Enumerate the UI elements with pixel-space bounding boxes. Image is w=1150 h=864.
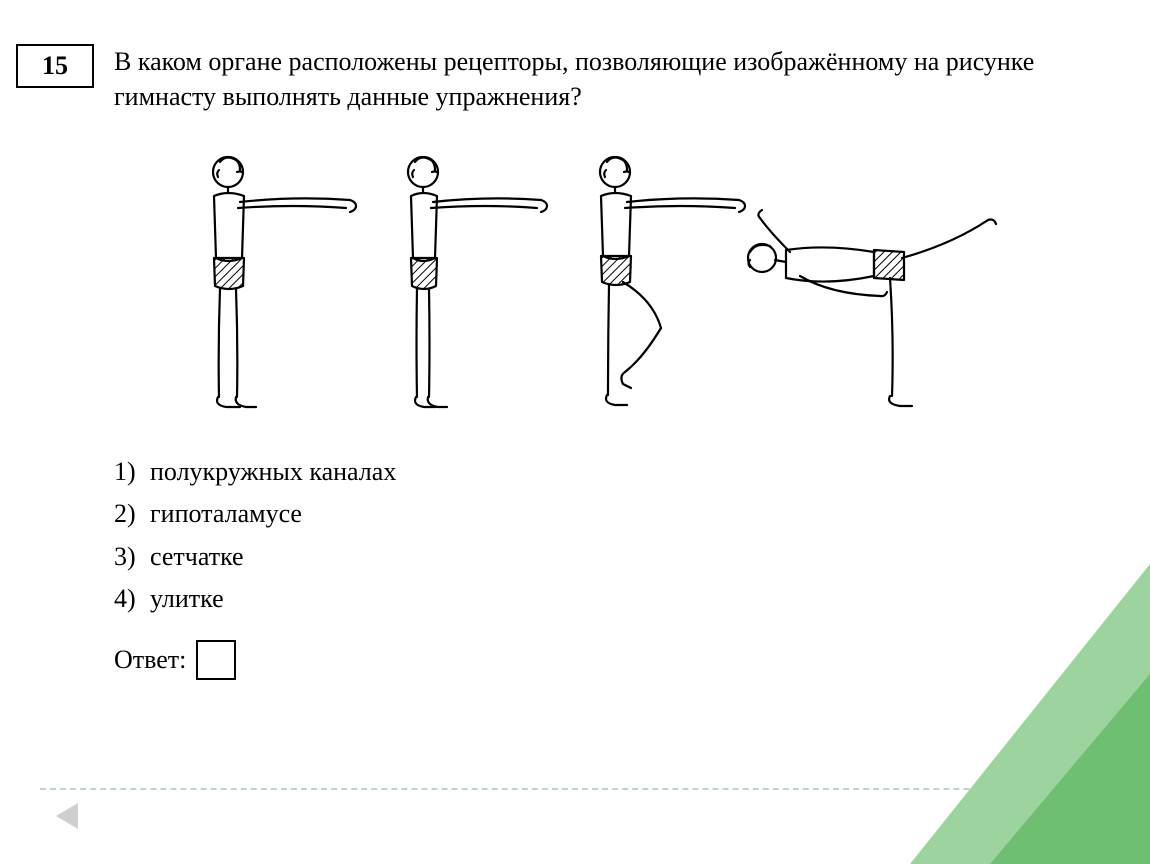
pose-4 xyxy=(748,210,996,406)
decorative-shapes xyxy=(850,564,1150,864)
back-arrow-icon[interactable] xyxy=(54,801,82,836)
answer-input-box[interactable] xyxy=(196,640,236,680)
gymnast-svg xyxy=(160,140,1000,430)
option-4-number: 4) xyxy=(114,579,150,619)
answer-options: 1) полукружных каналах 2) гипоталамусе 3… xyxy=(114,452,396,621)
pose-2 xyxy=(408,157,547,407)
option-2-number: 2) xyxy=(114,494,150,534)
page: 15 В каком органе расположены рецепторы,… xyxy=(0,0,1150,864)
answer-label: Ответ: xyxy=(114,645,186,675)
option-2[interactable]: 2) гипоталамусе xyxy=(114,494,396,534)
option-4[interactable]: 4) улитке xyxy=(114,579,396,619)
answer-row: Ответ: xyxy=(114,640,236,680)
option-2-label: гипоталамусе xyxy=(150,494,302,534)
option-1-label: полукружных каналах xyxy=(150,452,396,492)
option-3[interactable]: 3) сетчатке xyxy=(114,537,396,577)
option-3-number: 3) xyxy=(114,537,150,577)
pose-1 xyxy=(213,157,356,407)
option-4-label: улитке xyxy=(150,579,224,619)
pose-3 xyxy=(600,157,745,405)
question-number: 15 xyxy=(42,51,68,81)
option-3-label: сетчатке xyxy=(150,537,244,577)
footer-dashed-line xyxy=(40,788,1110,790)
gymnast-figure xyxy=(160,140,1000,430)
question-number-box: 15 xyxy=(16,44,94,88)
question-text: В каком органе расположены рецепторы, по… xyxy=(114,44,1090,114)
option-1-number: 1) xyxy=(114,452,150,492)
option-1[interactable]: 1) полукружных каналах xyxy=(114,452,396,492)
